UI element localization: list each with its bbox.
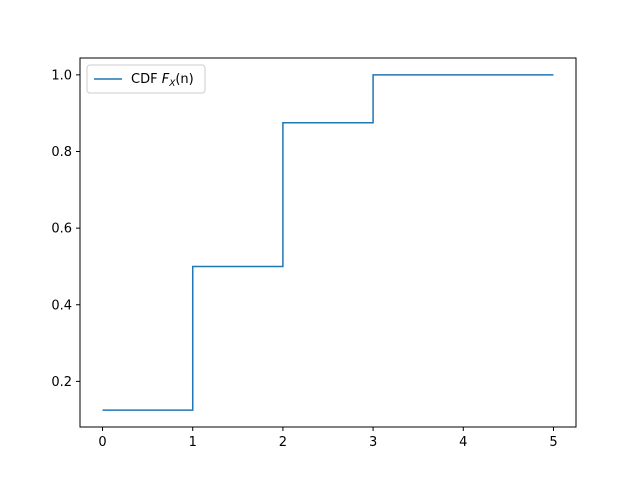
x-axis-ticks: 0 1 2 3 4 5: [98, 427, 558, 450]
x-tick-label: 2: [279, 435, 287, 450]
y-tick-label: 0.2: [51, 375, 72, 390]
legend: CDF FX(n): [86, 64, 206, 94]
legend-label-math: F: [162, 72, 170, 87]
y-tick-label: 1.0: [51, 68, 72, 83]
y-tick-label: 0.8: [51, 145, 72, 160]
legend-box: [86, 64, 206, 94]
legend-label-plain: CDF: [131, 72, 162, 87]
legend-label-tail: (n): [175, 72, 193, 87]
y-tick-label: 0.6: [51, 222, 72, 237]
x-tick-label: 3: [369, 435, 377, 450]
cdf-step-line: [102, 74, 554, 411]
y-axis-ticks: 0.2 0.4 0.6 0.8 1.0: [51, 68, 80, 390]
x-tick-label: 1: [189, 435, 197, 450]
series-layer: [102, 74, 554, 411]
x-tick-label: 5: [549, 435, 557, 450]
legend-label: CDF FX(n): [131, 72, 194, 89]
legend-label-subscript: X: [168, 79, 176, 89]
plot-area: [79, 57, 577, 428]
x-tick-label: 0: [98, 435, 106, 450]
x-tick-label: 4: [459, 435, 467, 450]
y-tick-label: 0.4: [51, 298, 72, 313]
